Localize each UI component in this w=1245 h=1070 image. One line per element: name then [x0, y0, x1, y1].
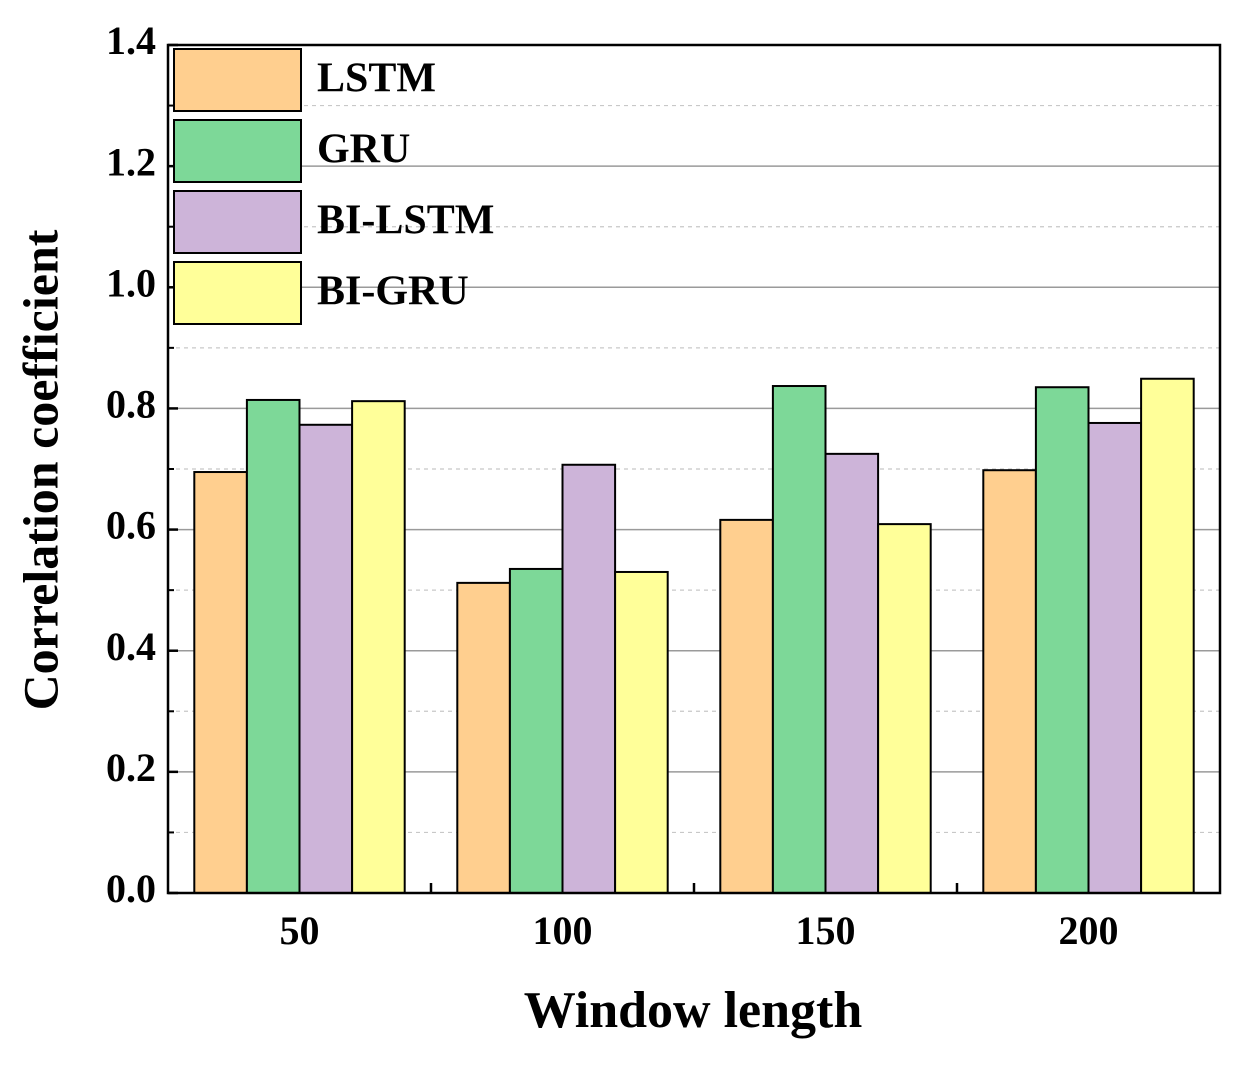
y-tick-label: 1.2 [106, 139, 156, 184]
legend-label: BI-LSTM [317, 198, 494, 244]
legend-label: LSTM [317, 56, 436, 102]
bar [1140, 377, 1195, 894]
bar [561, 463, 617, 894]
x-axis-label: Window length [524, 982, 863, 1039]
bar [771, 385, 827, 894]
bar [351, 400, 406, 894]
legend-swatch [173, 190, 302, 254]
bar [508, 567, 564, 894]
x-tick-label: 100 [533, 908, 593, 953]
x-tick-label: 150 [796, 908, 856, 953]
legend-swatch [173, 119, 302, 183]
x-tick-label: 50 [280, 908, 320, 953]
legend-label: BI-GRU [317, 269, 469, 315]
y-tick-label: 0.2 [106, 745, 156, 790]
y-tick-label: 1.0 [106, 260, 156, 305]
y-axis-label: Correlation coefficient [12, 229, 68, 710]
y-tick-label: 0.8 [106, 382, 156, 427]
legend-swatch [173, 261, 302, 325]
bar [456, 581, 511, 894]
bar [824, 452, 880, 894]
bar [245, 398, 301, 894]
bar [298, 423, 354, 894]
y-tick-label: 0.6 [106, 503, 156, 548]
bar [877, 523, 932, 894]
legend-swatch [173, 48, 302, 112]
bar [1087, 421, 1143, 894]
bar [1034, 386, 1090, 894]
bar [982, 469, 1037, 894]
x-tick-label: 200 [1059, 908, 1119, 953]
y-tick-label: 0.0 [106, 866, 156, 911]
y-tick-label: 0.4 [106, 624, 156, 669]
plot-frame [166, 43, 1222, 895]
bar [719, 518, 774, 894]
legend-label: GRU [317, 127, 410, 173]
bar [193, 471, 248, 894]
bar [614, 570, 669, 894]
y-tick-label: 1.4 [106, 18, 156, 63]
